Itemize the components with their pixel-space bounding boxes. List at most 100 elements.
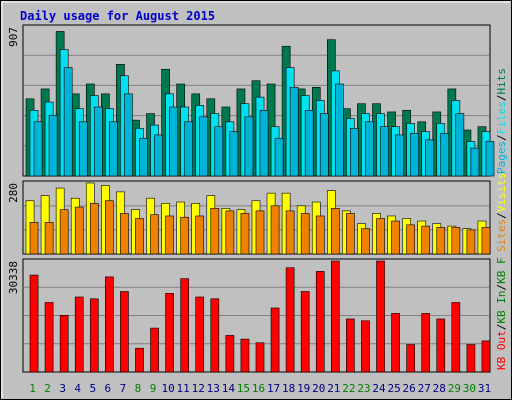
bar-sites-5 [89, 202, 99, 255]
bar-pages-31 [485, 141, 495, 177]
panel-top: 907 Pages/Files/Hits [7, 24, 508, 177]
bar-sites-28 [436, 227, 446, 255]
bar-pages-16 [259, 109, 269, 177]
bar-kb-f-6 [105, 276, 114, 373]
x-tick-label-8: 8 [135, 382, 142, 395]
bar-pages-7 [124, 93, 133, 177]
bar-sites-13 [210, 208, 220, 255]
bar-sites-16 [255, 210, 265, 255]
bar-pages-8 [139, 137, 148, 177]
x-tick-label-26: 26 [403, 382, 416, 395]
bar-kb-f-4 [74, 296, 84, 373]
legend-middle: Sites/Visits [495, 173, 508, 253]
x-tick-label-12: 12 [192, 382, 205, 395]
bar-kb-f-3 [59, 314, 69, 373]
bar-pages-11 [184, 121, 194, 177]
x-tick-label-13: 13 [207, 382, 220, 395]
bar-pages-19 [304, 109, 314, 177]
bar-pages-29 [455, 113, 465, 177]
bar-pages-26 [410, 132, 419, 177]
bar-sites-22 [346, 213, 355, 255]
bar-pages-17 [274, 137, 284, 177]
x-tick-label-6: 6 [105, 382, 112, 395]
bar-kb-f-23 [361, 320, 370, 373]
bar-sites-6 [105, 200, 114, 255]
x-tick-label-16: 16 [252, 382, 265, 395]
legend-separator: / [495, 134, 508, 141]
bar-sites-27 [421, 225, 431, 255]
legend-entry-kb-in: KB In [495, 291, 508, 324]
bar-kb-f-10 [165, 293, 174, 373]
x-tick-label-25: 25 [387, 382, 400, 395]
bar-sites-14 [225, 210, 235, 255]
x-tick-label-11: 11 [177, 382, 190, 395]
x-tick-label-30: 30 [463, 382, 476, 395]
bar-pages-9 [154, 134, 163, 177]
chart-title: Daily usage for August 2015 [20, 9, 215, 23]
legend-entry-files: Files [495, 101, 508, 134]
bar-sites-20 [315, 215, 325, 255]
legend-separator: / [495, 212, 508, 219]
bar-pages-4 [78, 121, 88, 177]
y-max-label-top: 907 [7, 27, 20, 47]
bar-kb-f-15 [240, 338, 250, 373]
bar-pages-3 [63, 67, 73, 177]
bar-kb-f-18 [285, 267, 295, 373]
legend-entry-kb-f: KB F [495, 257, 508, 284]
x-tick-label-9: 9 [150, 382, 157, 395]
bar-pages-25 [395, 134, 404, 177]
bar-sites-8 [135, 218, 144, 255]
legend-top: Pages/Files/Hits [495, 68, 508, 174]
bar-kb-f-9 [150, 327, 159, 373]
bar-sites-3 [59, 209, 69, 255]
bar-sites-26 [406, 224, 415, 255]
panel-middle: 280 Sites/Visits [7, 173, 508, 255]
bar-sites-25 [391, 220, 400, 255]
legend-separator: / [495, 324, 508, 331]
bar-kb-f-11 [180, 278, 190, 373]
x-tick-label-31: 31 [478, 382, 491, 395]
x-tick-label-2: 2 [44, 382, 51, 395]
bar-kb-f-2 [44, 302, 54, 373]
bar-pages-12 [199, 116, 209, 177]
bar-kb-f-8 [135, 347, 144, 373]
x-tick-label-1: 1 [29, 382, 36, 395]
bar-kb-f-20 [315, 271, 325, 373]
bar-sites-31 [481, 227, 491, 255]
y-max-label-middle: 280 [7, 183, 20, 203]
bar-kb-f-22 [346, 318, 355, 373]
bar-pages-21 [334, 83, 344, 177]
bar-sites-1 [29, 222, 39, 255]
bar-pages-24 [380, 126, 389, 177]
bar-sites-11 [180, 216, 190, 255]
legend-entry-pages: Pages [495, 141, 508, 174]
x-axis-labels: 1 2 3 4 5 6 7 8 9 10 11 12 13 14 15 16 17 18 19 20 21 22 23 24 2… [29, 382, 491, 395]
bar-pages-28 [440, 132, 450, 177]
bar-kb-f-26 [406, 344, 415, 373]
bar-sites-12 [195, 215, 205, 255]
bar-kb-f-30 [466, 344, 476, 373]
bar-sites-2 [44, 222, 54, 255]
bar-sites-15 [240, 213, 250, 255]
bar-kb-f-1 [29, 274, 39, 373]
x-tick-label-14: 14 [222, 382, 236, 395]
bar-kb-f-19 [300, 291, 310, 373]
bar-sites-19 [300, 213, 310, 255]
bar-pages-23 [365, 121, 374, 177]
bar-sites-17 [270, 205, 280, 255]
bar-pages-18 [289, 86, 299, 177]
bar-kb-f-27 [421, 313, 431, 373]
bar-kb-f-31 [481, 340, 491, 373]
bar-pages-22 [350, 128, 359, 177]
bar-pages-5 [93, 106, 103, 177]
x-tick-label-10: 10 [161, 382, 174, 395]
legend-entry-sites: Sites [495, 219, 508, 252]
bar-pages-20 [319, 113, 329, 177]
bar-kb-f-25 [391, 313, 400, 373]
bar-sites-10 [165, 215, 174, 255]
x-tick-label-3: 3 [59, 382, 66, 395]
bar-kb-f-16 [255, 342, 265, 373]
